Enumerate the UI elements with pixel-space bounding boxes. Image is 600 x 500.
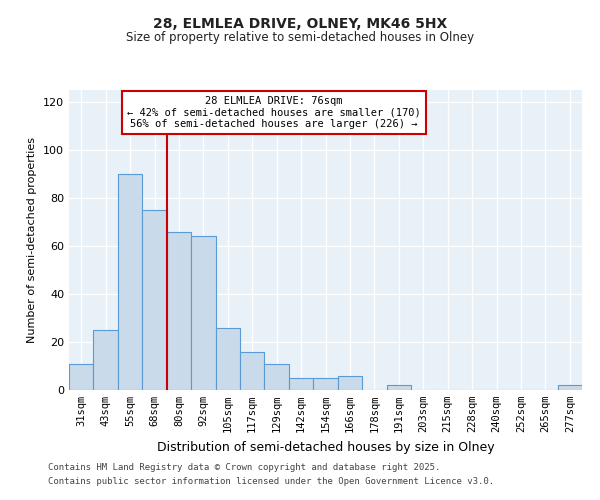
- Bar: [386, 385, 411, 390]
- Bar: [557, 385, 582, 390]
- Bar: [118, 174, 142, 390]
- Bar: [313, 378, 338, 390]
- Y-axis label: Number of semi-detached properties: Number of semi-detached properties: [28, 137, 37, 343]
- Text: Contains public sector information licensed under the Open Government Licence v3: Contains public sector information licen…: [48, 477, 494, 486]
- Bar: [167, 232, 191, 390]
- Bar: [69, 364, 94, 390]
- Bar: [265, 364, 289, 390]
- Bar: [215, 328, 240, 390]
- Text: 28 ELMLEA DRIVE: 76sqm
← 42% of semi-detached houses are smaller (170)
56% of se: 28 ELMLEA DRIVE: 76sqm ← 42% of semi-det…: [127, 96, 421, 129]
- Bar: [191, 236, 215, 390]
- Bar: [289, 378, 313, 390]
- Text: 28, ELMLEA DRIVE, OLNEY, MK46 5HX: 28, ELMLEA DRIVE, OLNEY, MK46 5HX: [153, 18, 447, 32]
- Text: Size of property relative to semi-detached houses in Olney: Size of property relative to semi-detach…: [126, 31, 474, 44]
- X-axis label: Distribution of semi-detached houses by size in Olney: Distribution of semi-detached houses by …: [157, 440, 494, 454]
- Text: Contains HM Land Registry data © Crown copyright and database right 2025.: Contains HM Land Registry data © Crown c…: [48, 464, 440, 472]
- Bar: [142, 210, 167, 390]
- Bar: [240, 352, 265, 390]
- Bar: [94, 330, 118, 390]
- Bar: [338, 376, 362, 390]
